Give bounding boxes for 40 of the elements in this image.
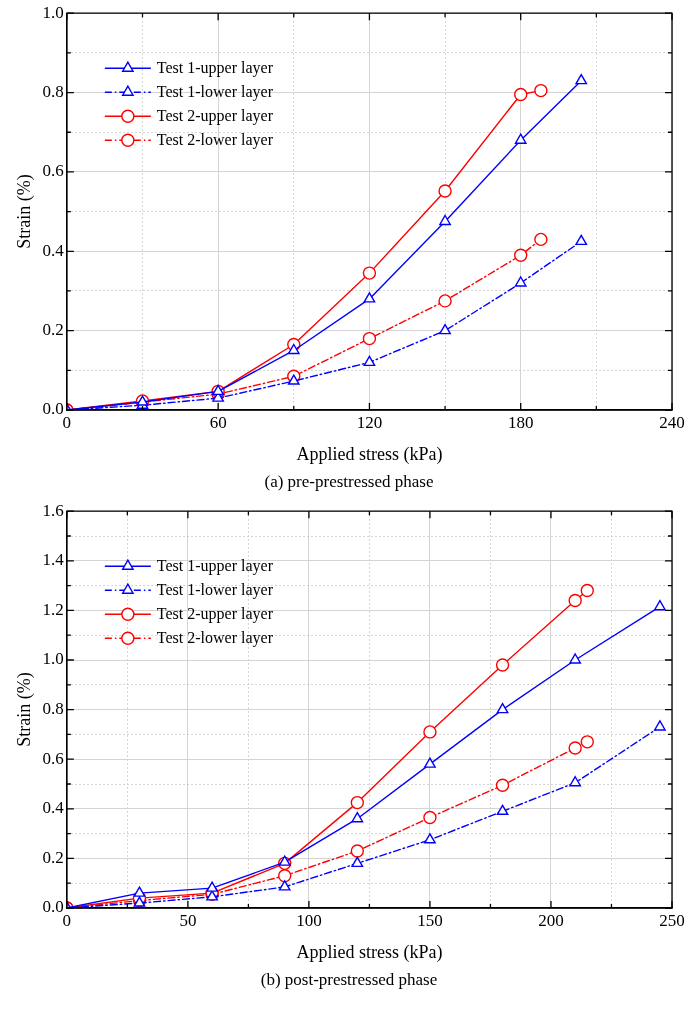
x-tick-label: 150 (417, 910, 443, 930)
x-axis-title: Applied stress (kPa) (296, 443, 443, 465)
y-tick-label: 0.0 (42, 399, 64, 419)
legend-label: Test 2-lower layer (156, 629, 274, 648)
legend-label: Test 1-lower layer (156, 83, 274, 102)
y-tick-label: 0.4 (42, 798, 65, 818)
y-tick-label: 0.4 (42, 240, 65, 260)
y-tick-label: 0.6 (42, 748, 64, 768)
x-tick-label: 100 (296, 910, 322, 930)
y-axis-title: Strain (%) (13, 174, 35, 249)
legend-label: Test 2-upper layer (156, 107, 274, 126)
y-tick-label: 0.2 (42, 847, 64, 867)
x-tick-label: 120 (356, 412, 383, 432)
x-axis-title: Applied stress (kPa) (296, 941, 443, 963)
y-axis-title: Strain (%) (13, 672, 35, 747)
y-tick-label: 0.6 (42, 161, 64, 181)
text: (a) pre-prestressed phase (263, 471, 435, 493)
x-tick-label: 250 (659, 910, 685, 930)
y-tick-label: 1.4 (42, 550, 65, 570)
y-tick-label: 0.8 (42, 699, 64, 719)
y-tick-label: 0.8 (42, 82, 64, 102)
legend-label: Test 1-upper layer (156, 59, 274, 78)
y-tick-label: 0.2 (42, 320, 64, 340)
y-tick-label: 1.2 (42, 599, 64, 619)
x-tick-label: 50 (179, 910, 197, 930)
x-tick-label: 0 (62, 412, 72, 432)
text: (b) post-prestressed phase (259, 969, 439, 991)
x-tick-label: 180 (507, 412, 534, 432)
legend-label: Test 1-upper layer (156, 557, 274, 576)
x-tick-label: 0 (62, 910, 72, 930)
legend-label: Test 2-lower layer (156, 131, 274, 150)
y-tick-label: 0.0 (42, 897, 64, 917)
legend-label: Test 1-lower layer (156, 581, 274, 600)
x-tick-label: 200 (538, 910, 564, 930)
legend-label: Test 2-upper layer (156, 605, 274, 624)
y-tick-label: 1.0 (42, 2, 64, 22)
x-tick-label: 60 (209, 412, 227, 432)
y-tick-label: 1.6 (42, 500, 64, 520)
x-tick-label: 240 (659, 412, 685, 432)
y-tick-label: 1.0 (42, 649, 64, 669)
